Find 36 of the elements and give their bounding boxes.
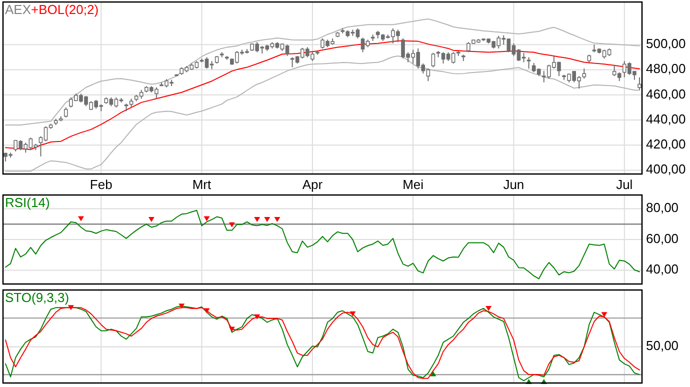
point bbox=[486, 306, 492, 311]
y-tick-label: 420,00 bbox=[646, 136, 686, 152]
y-tick-label: 40,00 bbox=[646, 262, 679, 277]
y-tick-label: 460,00 bbox=[646, 86, 686, 102]
candlestick bbox=[64, 106, 68, 118]
y-tick-label: 60,00 bbox=[646, 230, 679, 246]
point bbox=[254, 314, 260, 320]
point bbox=[68, 305, 74, 310]
point bbox=[228, 326, 235, 332]
point bbox=[178, 304, 185, 309]
y-tick-label: 500,00 bbox=[646, 36, 686, 52]
series-label: RSI(14) bbox=[5, 195, 50, 210]
x-tick-label: Jul bbox=[616, 177, 633, 192]
line-series bbox=[5, 40, 640, 150]
y-tick-label: 400,00 bbox=[646, 162, 686, 177]
x-tick-label: Mei bbox=[402, 177, 424, 192]
candlestick bbox=[526, 56, 531, 70]
text: +BOL(20;2) bbox=[31, 2, 99, 17]
candlestick bbox=[582, 68, 586, 80]
line-series bbox=[5, 210, 640, 280]
text: 50,00 bbox=[646, 338, 679, 354]
y-tick-label: 440,00 bbox=[646, 111, 686, 126]
y-tick-label: 80,00 bbox=[646, 200, 679, 216]
candlestick bbox=[431, 52, 436, 68]
line-series bbox=[5, 18, 640, 126]
x-tick-label: Apr bbox=[302, 177, 324, 192]
point bbox=[350, 311, 356, 316]
series-label: STO(9,3,3) bbox=[5, 290, 70, 305]
x-tick-label: Mrt bbox=[192, 177, 212, 192]
x-tick-label: Jun bbox=[503, 177, 524, 192]
chart-title: AEX bbox=[5, 2, 32, 17]
candlestick bbox=[638, 76, 642, 90]
point bbox=[430, 371, 436, 376]
y-tick-label: 480,00 bbox=[646, 61, 686, 76]
x-tick-label: Feb bbox=[90, 177, 112, 192]
point bbox=[204, 308, 210, 314]
